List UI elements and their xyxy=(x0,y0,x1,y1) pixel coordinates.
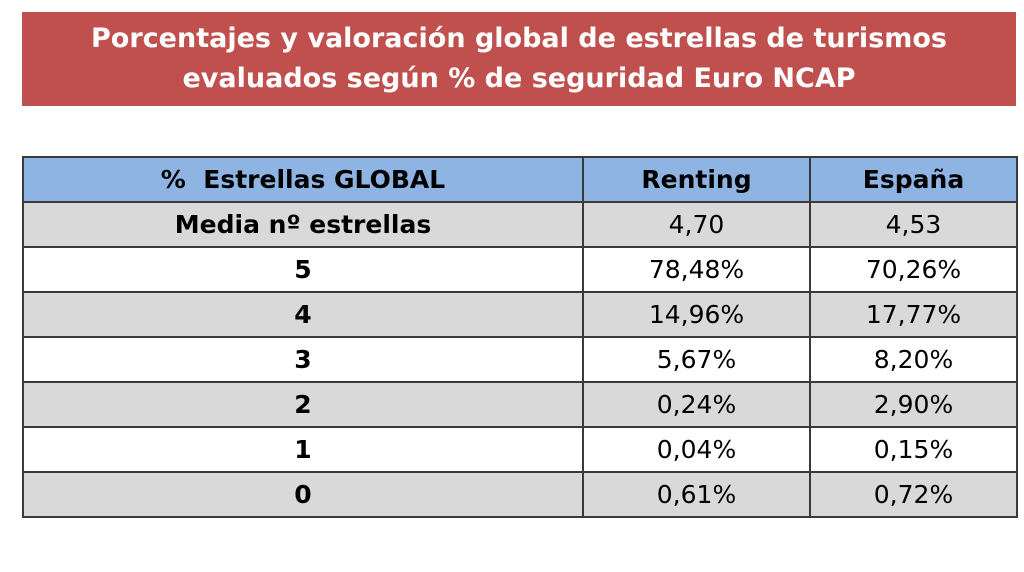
table-row: 5 78,48% 70,26% xyxy=(22,246,1018,293)
table-row: 3 5,67% 8,20% xyxy=(22,336,1018,383)
table-row: 4 14,96% 17,77% xyxy=(22,291,1018,338)
renting-value: 0,61% xyxy=(582,471,811,518)
renting-value: 4,70 xyxy=(582,201,811,248)
row-label: 3 xyxy=(22,336,584,383)
table-row: 0 0,61% 0,72% xyxy=(22,471,1018,518)
table-row: 2 0,24% 2,90% xyxy=(22,381,1018,428)
row-label: 0 xyxy=(22,471,584,518)
espana-value: 17,77% xyxy=(809,291,1018,338)
title-banner: Porcentajes y valoración global de estre… xyxy=(22,12,1016,106)
espana-value: 0,72% xyxy=(809,471,1018,518)
row-label: 4 xyxy=(22,291,584,338)
row-label: 5 xyxy=(22,246,584,293)
espana-value: 70,26% xyxy=(809,246,1018,293)
renting-value: 5,67% xyxy=(582,336,811,383)
espana-value: 8,20% xyxy=(809,336,1018,383)
row-label: 2 xyxy=(22,381,584,428)
table-row: Media nº estrellas 4,70 4,53 xyxy=(22,201,1018,248)
espana-value: 0,15% xyxy=(809,426,1018,473)
row-label: 1 xyxy=(22,426,584,473)
header-espana: España xyxy=(809,156,1018,203)
renting-value: 0,24% xyxy=(582,381,811,428)
renting-value: 14,96% xyxy=(582,291,811,338)
renting-value: 78,48% xyxy=(582,246,811,293)
title-line-1: Porcentajes y valoración global de estre… xyxy=(91,23,947,54)
table-header-row: % Estrellas GLOBAL Renting España xyxy=(22,156,1018,203)
espana-value: 2,90% xyxy=(809,381,1018,428)
row-label: Media nº estrellas xyxy=(22,201,584,248)
title-line-2: evaluados según % de seguridad Euro NCAP xyxy=(182,63,856,94)
header-estrellas-global: % Estrellas GLOBAL xyxy=(22,156,584,203)
stars-table: % Estrellas GLOBAL Renting España Media … xyxy=(22,156,1018,518)
renting-value: 0,04% xyxy=(582,426,811,473)
table-row: 1 0,04% 0,15% xyxy=(22,426,1018,473)
header-renting: Renting xyxy=(582,156,811,203)
espana-value: 4,53 xyxy=(809,201,1018,248)
